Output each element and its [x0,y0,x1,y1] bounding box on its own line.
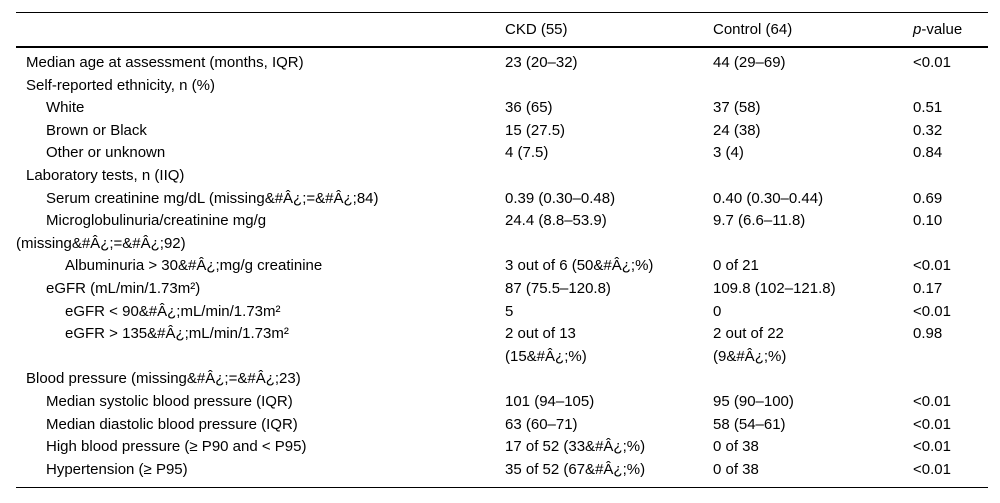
row-label: Blood pressure (missing&#Â¿;=&#Â¿;23) [26,370,301,388]
ckd-value: 15 (27.5) [505,121,566,139]
p-value-cell [913,165,988,188]
p-value-cell: <0.01 [913,460,951,478]
header-pvalue: p-value [913,12,988,48]
control-value: 0 of 21 [713,257,759,275]
control-value: 9.7 (6.6–11.8) [713,212,806,230]
ckd-value [505,165,713,188]
p-value-cell: <0.01 [913,438,951,456]
ckd-value: 24.4 (8.8–53.9) [505,212,607,230]
control-value: 2 out of 22 (9&#Â¿;%) [713,325,787,365]
table-row: eGFR > 135&#Â¿;mL/min/1.73m² 2 out of 13… [16,323,988,368]
ckd-value: 36 (65) [505,99,553,117]
row-label: Median diastolic blood pressure (IQR) [46,415,298,433]
p-value-cell: <0.01 [913,54,951,71]
p-value-cell: 0.98 [913,325,943,343]
row-label: Self-reported ethnicity, n (%) [26,76,215,94]
row-label: Microglobulinuria/creatinine mg/g (missi… [16,212,267,252]
table-row: Other or unknown 4 (7.5) 3 (4) 0.84 [16,142,988,165]
table-row: eGFR < 90&#Â¿;mL/min/1.73m² 5 0 <0.01 [16,301,988,324]
table-row: Median systolic blood pressure (IQR) 101… [16,391,988,414]
control-value: 95 (90–100) [713,392,794,410]
row-label: Albuminuria > 30&#Â¿;mg/g creatinine [65,257,323,275]
ckd-value: 35 of 52 (67&#Â¿;%) [505,460,646,478]
pvalue-italic-p: p [913,21,922,38]
p-value-cell: <0.01 [913,257,951,275]
control-value: 44 (29–69) [713,54,786,71]
p-value-cell: <0.01 [913,415,951,433]
pvalue-rest: -value [921,21,963,38]
table-body: Median age at assessment (months, IQR) 2… [16,47,988,488]
p-value-cell: 0.84 [913,144,943,162]
ckd-value: 3 out of 6 (50&#Â¿;%) [505,257,654,275]
header-ckd: CKD (55) [505,12,713,48]
p-value-cell [913,368,988,391]
row-label: Median systolic blood pressure (IQR) [46,392,293,410]
control-value: 109.8 (102–121.8) [713,279,836,297]
ckd-value: 101 (94–105) [505,392,595,410]
table-row: Microglobulinuria/creatinine mg/g (missi… [16,210,988,255]
table-header: CKD (55) Control (64) p-value [16,12,988,48]
row-label: Median age at assessment (months, IQR) [26,54,304,71]
control-value: 37 (58) [713,99,761,117]
ckd-value: 87 (75.5–120.8) [505,279,611,297]
ckd-value [505,368,713,391]
control-value: 0.40 (0.30–0.44) [713,189,824,207]
ckd-value: 23 (20–32) [505,54,578,71]
ckd-value: 2 out of 13 (15&#Â¿;%) [505,325,587,365]
table-row: High blood pressure (≥ P90 and < P95) 17… [16,436,988,459]
p-value-cell: <0.01 [913,302,951,320]
ckd-value: 17 of 52 (33&#Â¿;%) [505,438,646,456]
table-row: White 36 (65) 37 (58) 0.51 [16,97,988,120]
control-value: 3 (4) [713,144,744,162]
control-value [713,368,913,391]
table-row: Blood pressure (missing&#Â¿;=&#Â¿;23) [16,368,988,391]
table-row: eGFR (mL/min/1.73m²) 87 (75.5–120.8) 109… [16,278,988,301]
ckd-value: 63 (60–71) [505,415,578,433]
table-row: Self-reported ethnicity, n (%) [16,75,988,98]
header-control: Control (64) [713,12,913,48]
p-value-cell: 0.17 [913,279,943,297]
row-label: Hypertension (≥ P95) [46,460,188,478]
ckd-value: 4 (7.5) [505,144,549,162]
row-label: White [46,99,85,117]
row-label: Brown or Black [46,121,147,139]
row-label: Serum creatinine mg/dL (missing&#Â¿;=&#Â… [46,189,379,207]
row-label: High blood pressure (≥ P90 and < P95) [46,438,307,456]
row-label: eGFR < 90&#Â¿;mL/min/1.73m² [65,302,281,320]
p-value-cell: 0.69 [913,189,943,207]
control-value [713,165,913,188]
row-label: eGFR > 135&#Â¿;mL/min/1.73m² [65,325,289,343]
p-value-cell: 0.51 [913,99,943,117]
p-value-cell: <0.01 [913,392,951,410]
row-label: Laboratory tests, n (IIQ) [26,166,185,184]
p-value-cell [913,75,988,98]
table-row: Laboratory tests, n (IIQ) [16,165,988,188]
p-value-cell: 0.32 [913,121,943,139]
table-row: Brown or Black 15 (27.5) 24 (38) 0.32 [16,120,988,143]
ckd-value [505,75,713,98]
table-row: Median age at assessment (months, IQR) 2… [16,47,988,75]
header-row: CKD (55) Control (64) p-value [16,12,988,48]
control-value [713,75,913,98]
control-value: 58 (54–61) [713,415,786,433]
control-value: 0 of 38 [713,460,759,478]
control-value: 0 [713,302,722,320]
table-row: Albuminuria > 30&#Â¿;mg/g creatinine 3 o… [16,255,988,278]
ckd-value: 0.39 (0.30–0.48) [505,189,616,207]
row-label: eGFR (mL/min/1.73m²) [46,279,201,297]
control-value: 0 of 38 [713,438,759,456]
row-label: Other or unknown [46,144,166,162]
table-row: Median diastolic blood pressure (IQR) 63… [16,414,988,437]
comparison-table: CKD (55) Control (64) p-value Median age… [16,12,988,489]
ckd-value: 5 [505,302,514,320]
table-row: Serum creatinine mg/dL (missing&#Â¿;=&#Â… [16,188,988,211]
p-value-cell: 0.10 [913,212,943,230]
header-empty [16,12,505,48]
table-row: Hypertension (≥ P95) 35 of 52 (67&#Â¿;%)… [16,459,988,488]
control-value: 24 (38) [713,121,761,139]
